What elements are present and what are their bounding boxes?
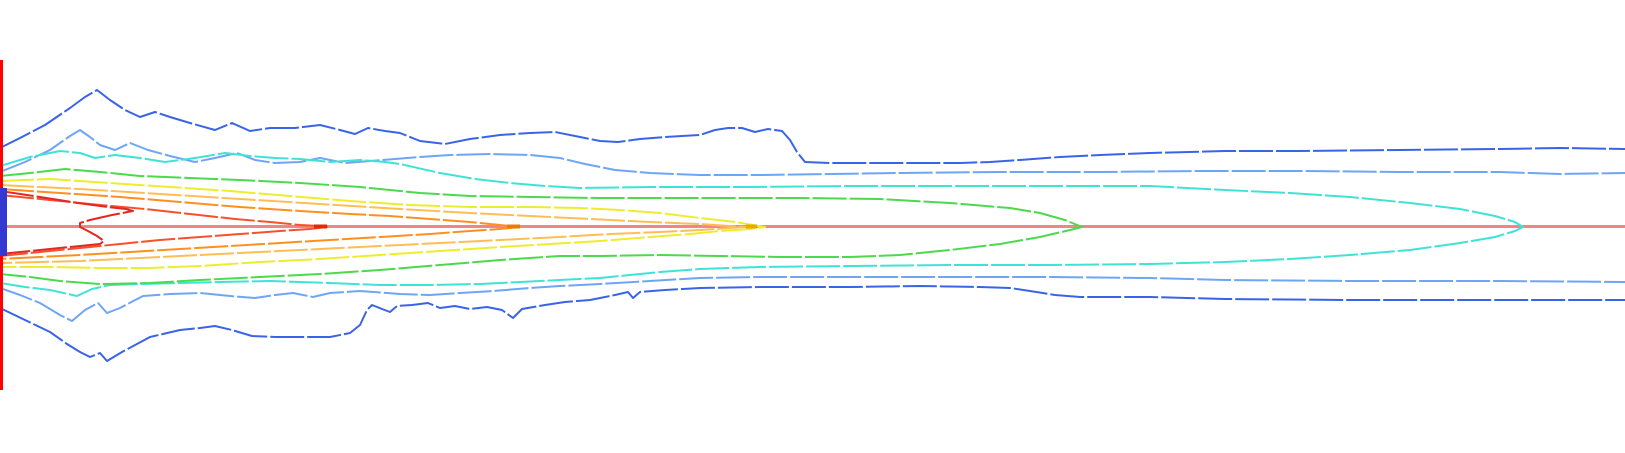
contour-yellow [0,178,766,269]
contour-blue-outer-bottom [0,285,1625,362]
contour-apex-dash-2 [507,224,520,229]
inlet-bar [0,188,7,256]
contour-cornflower-top [0,129,1625,176]
contour-red-inner [0,190,134,255]
contour-cornflower-bottom [0,276,1625,322]
contour-apex-dash-3 [746,224,757,229]
contour-sandy-orange [0,184,746,264]
contour-cyan [0,150,1524,297]
contour-blue-outer-top [0,89,1625,164]
contour-green [0,168,1083,285]
contour-apex-dash-1 [314,224,327,229]
